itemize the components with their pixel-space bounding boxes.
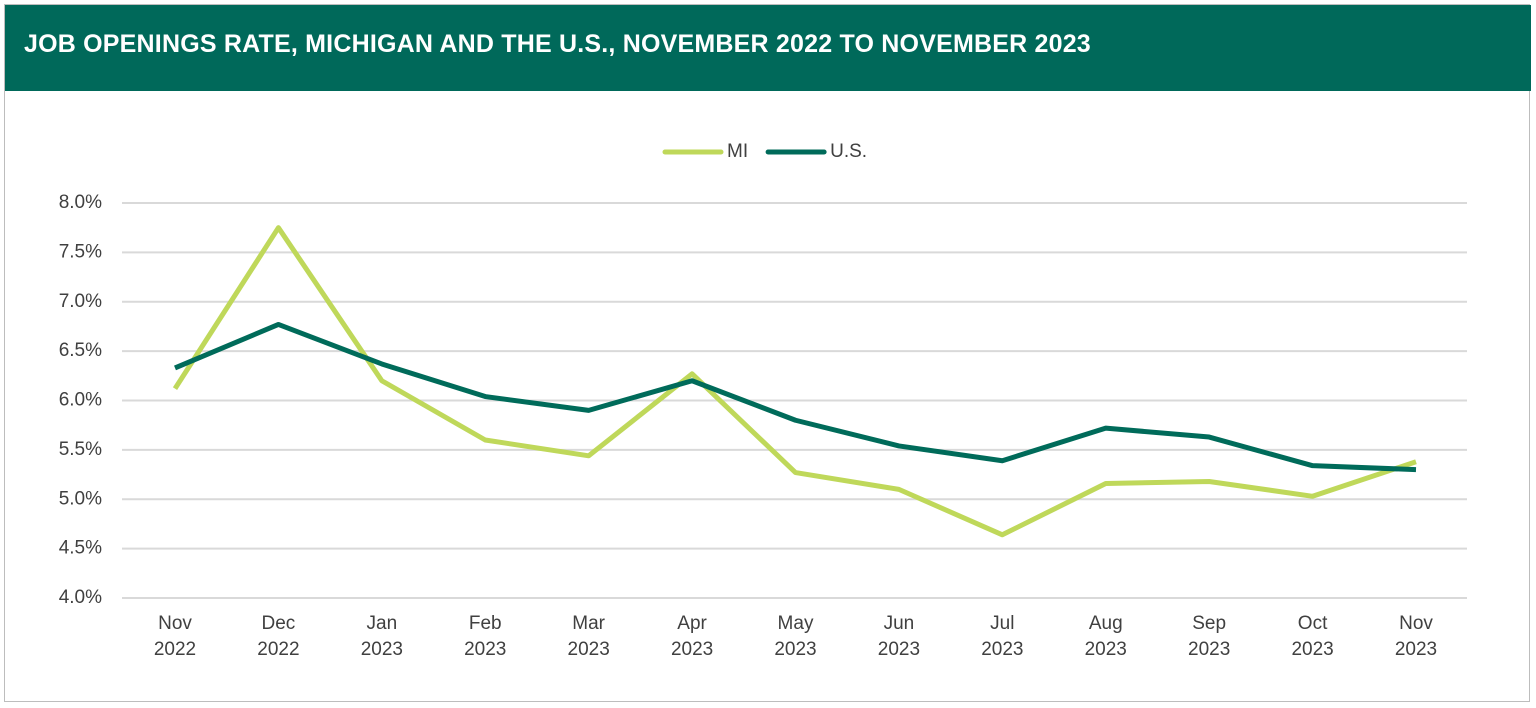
- frame: [4, 4, 1530, 702]
- x-tick-label: Feb 2023: [464, 613, 507, 660]
- x-tick-label: Sep 2023: [1188, 613, 1231, 660]
- x-tick-label: Oct 2023: [1291, 613, 1334, 660]
- header: [5, 5, 1531, 91]
- y-tick-label: 6.5%: [59, 340, 102, 361]
- x-tick-label: Apr 2023: [670, 613, 714, 660]
- y-tick-label: 5.5%: [59, 439, 102, 460]
- line-series: [174, 321, 1417, 473]
- y-tick-label: 8.0%: [59, 192, 102, 213]
- x-tick-label: Dec 2022: [257, 613, 300, 660]
- y-tick-label: 4.0%: [59, 587, 102, 608]
- y-tick-label: 6.0%: [59, 390, 102, 411]
- x-tick-label: Nov 2022: [153, 613, 197, 660]
- legend-label: MI: [727, 141, 748, 162]
- x-tick-label: Nov 2023: [1394, 613, 1438, 660]
- y-tick-label: 7.0%: [59, 291, 102, 312]
- y-tick-label: 7.5%: [59, 241, 102, 262]
- y-tick-label: 4.5%: [59, 538, 102, 559]
- legend-label: U.S.: [830, 141, 867, 162]
- x-tick-label: Aug 2023: [1084, 613, 1127, 660]
- y-tick-label: 5.0%: [59, 488, 102, 509]
- x-tick-label: Jul 2023: [981, 613, 1024, 660]
- x-tick-label: Mar 2023: [567, 613, 610, 660]
- chart-title: JOB OPENINGS RATE, MICHIGAN AND THE U.S.…: [24, 30, 1091, 58]
- line-series: [172, 225, 1417, 538]
- x-tick-label: Jan 2023: [360, 613, 403, 660]
- x-tick-label: May 2023: [774, 613, 817, 660]
- x-tick-label: Jun 2023: [877, 613, 921, 660]
